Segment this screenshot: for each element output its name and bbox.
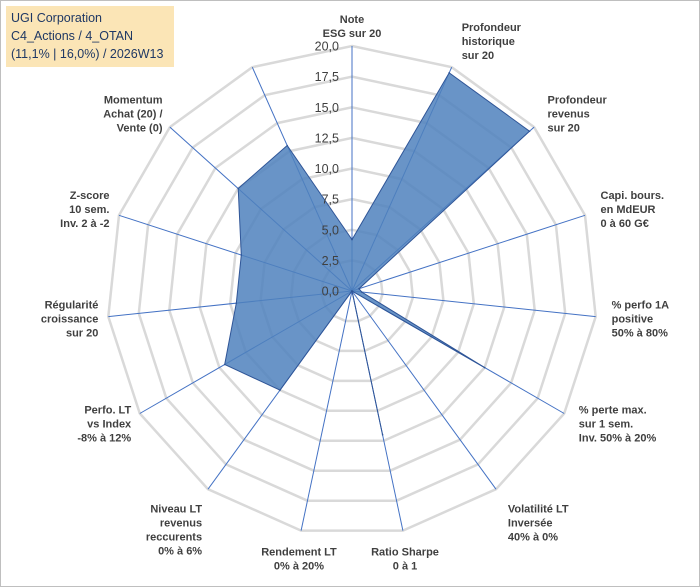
- tick-label: 5,0: [322, 223, 339, 237]
- data-point: [351, 290, 353, 292]
- axis-label-line: vs Index: [87, 419, 132, 431]
- axis-label-line: Inversée: [508, 517, 553, 529]
- data-point: [528, 130, 531, 132]
- data-point: [286, 144, 289, 147]
- tick-label: 10,0: [315, 162, 339, 176]
- axis-label-line: 10 sem.: [69, 204, 109, 216]
- axis-label-line: Ratio Sharpe: [371, 546, 439, 558]
- axis-label-line: Inv. 50% à 20%: [579, 433, 657, 445]
- tick-label: 20,0: [315, 40, 339, 54]
- axis-label-line: Niveau LT: [150, 503, 202, 515]
- tick-label: 17,5: [315, 70, 339, 84]
- axis-label-line: revenus: [548, 109, 590, 121]
- axis-label-line: sur 20: [462, 50, 494, 62]
- axis-label: Z-score 10 sem. Inv. 2 à -2: [60, 190, 109, 230]
- axis-label-line: -8% à 12%: [77, 433, 131, 445]
- data-point: [235, 302, 238, 305]
- grid-ring: [107, 44, 597, 532]
- axis-label-line: Rendement LT: [261, 546, 337, 558]
- axis-label-line: revenus: [160, 517, 202, 529]
- tick-label: 15,0: [315, 101, 339, 115]
- company-name: UGI Corporation: [11, 11, 103, 25]
- axis-label: Niveau LT revenus reccurents 0% à 6%: [146, 503, 203, 557]
- axis-label-line: % perte max.: [579, 405, 647, 417]
- axis-label-line: 40% à 0%: [508, 531, 558, 543]
- axis-label-line: Momentum: [104, 95, 163, 107]
- axis-label-line: positive: [612, 314, 654, 326]
- axis-label-line: reccurents: [146, 531, 202, 543]
- axis-spoke: [351, 290, 596, 318]
- grid-ring: [198, 136, 506, 443]
- data-point: [237, 187, 239, 190]
- axis-label: Régularité croissance sur 20: [41, 300, 98, 340]
- tick-label: 12,5: [315, 131, 339, 145]
- axis-label: Perfo. LT vs Index -8% à 12%: [77, 405, 132, 445]
- axis-label-line: 50% à 80%: [612, 328, 668, 340]
- tick-label: 7,5: [322, 193, 339, 207]
- axis-label-line: 0 à 1: [393, 560, 417, 572]
- axis-label: Rendement LT 0% à 20%: [261, 546, 337, 572]
- grid-rings: [107, 44, 597, 532]
- tick-labels: 0,0 2,5 5,0 7,5 10,0 12,5 15,0 17,5 20,0: [315, 40, 339, 299]
- data-point: [358, 287, 360, 290]
- axis-label-line: Perfo. LT: [84, 405, 131, 417]
- tick-label: 2,5: [322, 254, 339, 268]
- axis-label-line: croissance: [41, 314, 98, 326]
- axis-label: Profondeur revenus sur 20: [548, 95, 608, 135]
- portfolio-path: C4_Actions / 4_OTAN: [11, 29, 134, 43]
- data-point: [240, 254, 243, 256]
- axis-label: Note ESG sur 20: [323, 14, 382, 40]
- axis-label-line: Vente (0): [117, 123, 163, 135]
- series-layer: [223, 72, 531, 436]
- axis-spoke: [300, 290, 353, 531]
- tick-label: 0,0: [322, 285, 339, 299]
- axis-label-line: Achat (20) /: [103, 109, 162, 121]
- axis-label-line: 0 à 60 G€: [601, 218, 649, 230]
- axis-label: Ratio Sharpe 0 à 1: [371, 546, 439, 572]
- axis-label-line: Profondeur: [548, 95, 608, 107]
- axis-label: % perfo 1A positive 50% à 80%: [612, 300, 670, 340]
- data-point: [360, 291, 363, 293]
- data-point: [351, 238, 353, 241]
- axis-label-line: Inv. 2 à -2: [60, 218, 109, 230]
- data-point: [279, 389, 281, 391]
- axis-label-line: Capi. bours.: [601, 190, 665, 202]
- data-point: [381, 434, 384, 436]
- axis-label-line: Régularité: [45, 300, 99, 312]
- axis-label: Profondeur historique sur 20: [462, 22, 522, 62]
- axis-label-line: sur 1 sem.: [579, 419, 633, 431]
- axis-label-line: Profondeur: [462, 22, 522, 34]
- axis-label-line: Note: [340, 14, 364, 26]
- axis-label: Volatilité LT Inversée 40% à 0%: [508, 503, 569, 543]
- stats-line: (11,1% | 16,0%) / 2026W13: [11, 47, 164, 61]
- axis-label-line: en MdEUR: [601, 204, 656, 216]
- axis-label-line: 0% à 6%: [158, 545, 202, 557]
- info-box: UGI Corporation C4_Actions / 4_OTAN (11,…: [6, 6, 174, 67]
- axis-label: % perte max. sur 1 sem. Inv. 50% à 20%: [579, 405, 657, 445]
- data-point: [483, 366, 486, 369]
- axis-label-line: historique: [462, 36, 515, 48]
- axis-spoke: [351, 214, 586, 292]
- axis-label-line: 0% à 20%: [274, 560, 324, 572]
- axis-label-line: sur 20: [66, 328, 98, 340]
- axis-spoke: [351, 290, 497, 490]
- axis-label-line: Volatilité LT: [508, 503, 569, 515]
- axis-label-line: % perfo 1A: [612, 300, 670, 312]
- data-point: [448, 72, 451, 74]
- data-point: [223, 363, 226, 366]
- grid-ring: [137, 75, 567, 502]
- axis-label-line: sur 20: [548, 123, 580, 135]
- grid-ring: [168, 106, 536, 472]
- axis-label: Capi. bours. en MdEUR 0 à 60 G€: [601, 190, 665, 230]
- axis-label-line: Z-score: [70, 190, 110, 202]
- axis-label: Momentum Achat (20) / Vente (0): [103, 95, 163, 135]
- axis-label-line: ESG sur 20: [323, 28, 382, 40]
- series-area: [224, 72, 531, 435]
- axis-labels: Note ESG sur 20 Profondeur historique sur 20…: [41, 14, 669, 572]
